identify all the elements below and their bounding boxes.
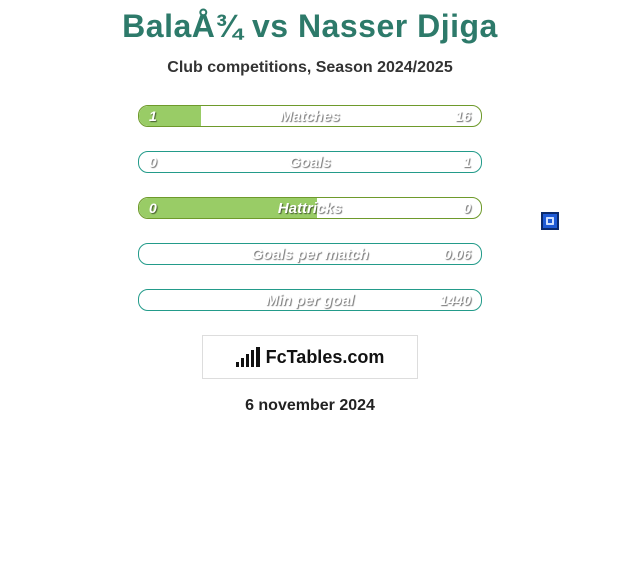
decorative-ellipse (507, 125, 613, 149)
stat-bar-label: Matches (139, 106, 481, 126)
page-subtitle: Club competitions, Season 2024/2025 (0, 59, 620, 77)
stat-bar: Goals per match0.06 (138, 243, 482, 265)
stat-bar-value-left: 1 (149, 106, 157, 126)
stat-bar-value-right: 1 (463, 152, 471, 172)
stat-bar: Min per goal1440 (138, 289, 482, 311)
logo-text: FcTables.com (266, 347, 385, 368)
page-title: BalaÅ¾ vs Nasser Djiga (0, 0, 620, 45)
broken-image-icon (541, 212, 559, 230)
canvas: BalaÅ¾ vs Nasser Djiga Club competitions… (0, 0, 620, 580)
stat-bar-value-left: 0 (149, 152, 157, 172)
logo-bar-icon (236, 347, 260, 367)
stat-bar-value-right: 16 (455, 106, 471, 126)
stat-bar: Hattricks0 0 (138, 197, 482, 219)
stat-bar-value-right: 0 (463, 198, 471, 218)
decorative-circle (500, 179, 600, 263)
logo-box: FcTables.com (202, 335, 418, 379)
stat-bar-value-right: 1440 (440, 290, 471, 310)
stats-bars: Matches116Goals01Hattricks00Goals per ma… (138, 105, 482, 311)
stat-bar: Matches1 16 (138, 105, 482, 127)
stat-bar-value-left: 0 (149, 198, 157, 218)
stat-bar-value-right: 0.06 (444, 244, 471, 264)
decorative-ellipse (7, 125, 113, 149)
stat-bar-label: Goals (139, 152, 481, 172)
stat-bar-label: Goals per match (139, 244, 481, 264)
stat-bar: Goals0 1 (138, 151, 482, 173)
decorative-ellipse (20, 180, 120, 202)
date-text: 6 november 2024 (0, 397, 620, 415)
stat-bar-label: Min per goal (139, 290, 481, 310)
stat-bar-label: Hattricks (139, 198, 481, 218)
